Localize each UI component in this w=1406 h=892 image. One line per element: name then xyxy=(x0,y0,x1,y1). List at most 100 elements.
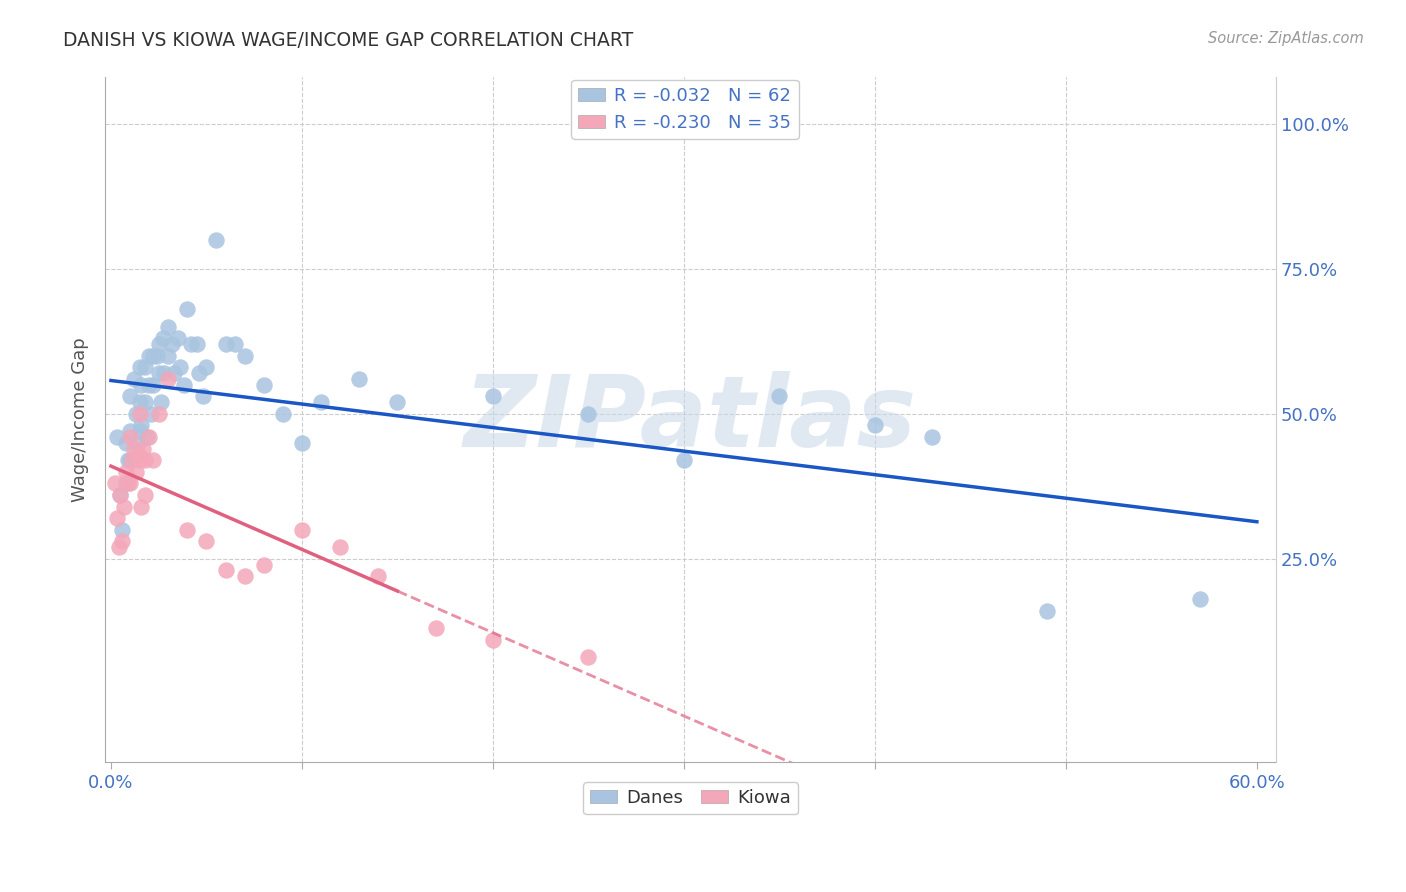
Point xyxy=(157,319,180,334)
Point xyxy=(176,523,198,537)
Point xyxy=(148,407,170,421)
Point xyxy=(125,407,148,421)
Point xyxy=(134,395,156,409)
Point xyxy=(117,476,139,491)
Point xyxy=(214,563,236,577)
Text: DANISH VS KIOWA WAGE/INCOME GAP CORRELATION CHART: DANISH VS KIOWA WAGE/INCOME GAP CORRELAT… xyxy=(63,31,634,50)
Point xyxy=(134,453,156,467)
Point xyxy=(142,453,165,467)
Point xyxy=(112,500,135,514)
Point xyxy=(128,360,150,375)
Point xyxy=(148,337,170,351)
Point xyxy=(131,500,153,514)
Point xyxy=(128,395,150,409)
Point xyxy=(153,366,176,380)
Point xyxy=(127,447,149,461)
Point xyxy=(166,331,188,345)
Y-axis label: Wage/Income Gap: Wage/Income Gap xyxy=(72,337,89,502)
Point xyxy=(157,349,180,363)
Point xyxy=(195,360,218,375)
Point xyxy=(146,349,169,363)
Point xyxy=(768,389,790,403)
Point xyxy=(122,372,145,386)
Point xyxy=(115,476,138,491)
Point xyxy=(115,435,138,450)
Point xyxy=(425,621,447,635)
Text: ZIPatlas: ZIPatlas xyxy=(464,371,917,468)
Point xyxy=(104,476,127,491)
Point xyxy=(921,430,943,444)
Point xyxy=(110,488,132,502)
Point xyxy=(224,337,246,351)
Point xyxy=(173,377,195,392)
Point xyxy=(118,476,141,491)
Point xyxy=(191,389,214,403)
Point xyxy=(160,337,183,351)
Point xyxy=(169,360,191,375)
Point xyxy=(253,377,276,392)
Point xyxy=(117,453,139,467)
Point xyxy=(576,650,599,665)
Point xyxy=(180,337,202,351)
Point xyxy=(132,442,155,456)
Point xyxy=(152,331,174,345)
Point xyxy=(115,465,138,479)
Point xyxy=(863,418,886,433)
Point xyxy=(118,389,141,403)
Point xyxy=(105,511,128,525)
Point xyxy=(128,424,150,438)
Point xyxy=(482,389,505,403)
Point xyxy=(187,366,209,380)
Point xyxy=(118,424,141,438)
Point xyxy=(128,453,150,467)
Text: Source: ZipAtlas.com: Source: ZipAtlas.com xyxy=(1208,31,1364,46)
Point xyxy=(329,540,352,554)
Point xyxy=(122,442,145,456)
Point xyxy=(131,418,153,433)
Point xyxy=(110,488,132,502)
Point xyxy=(205,233,228,247)
Point xyxy=(347,372,370,386)
Point xyxy=(134,488,156,502)
Point xyxy=(1188,592,1211,607)
Point xyxy=(118,453,141,467)
Point xyxy=(291,523,314,537)
Point xyxy=(107,540,129,554)
Point xyxy=(138,349,160,363)
Point xyxy=(138,377,160,392)
Point xyxy=(271,407,294,421)
Point xyxy=(186,337,208,351)
Point xyxy=(111,523,134,537)
Point xyxy=(139,407,162,421)
Point xyxy=(125,465,148,479)
Point xyxy=(253,558,276,572)
Point xyxy=(233,349,256,363)
Point xyxy=(105,430,128,444)
Legend: Danes, Kiowa: Danes, Kiowa xyxy=(583,782,799,814)
Point xyxy=(157,372,180,386)
Point xyxy=(128,407,150,421)
Point xyxy=(1036,604,1059,618)
Point xyxy=(118,430,141,444)
Point xyxy=(576,407,599,421)
Point xyxy=(138,430,160,444)
Point xyxy=(387,395,409,409)
Point xyxy=(134,360,156,375)
Point xyxy=(309,395,332,409)
Point xyxy=(672,453,695,467)
Point xyxy=(136,430,159,444)
Point xyxy=(291,435,314,450)
Point xyxy=(111,534,134,549)
Point xyxy=(367,569,389,583)
Point xyxy=(163,366,186,380)
Point xyxy=(142,349,165,363)
Point xyxy=(142,377,165,392)
Point xyxy=(148,366,170,380)
Point xyxy=(482,632,505,647)
Point xyxy=(176,302,198,317)
Point xyxy=(195,534,218,549)
Point xyxy=(121,453,143,467)
Point xyxy=(131,377,153,392)
Point xyxy=(127,435,149,450)
Point xyxy=(214,337,236,351)
